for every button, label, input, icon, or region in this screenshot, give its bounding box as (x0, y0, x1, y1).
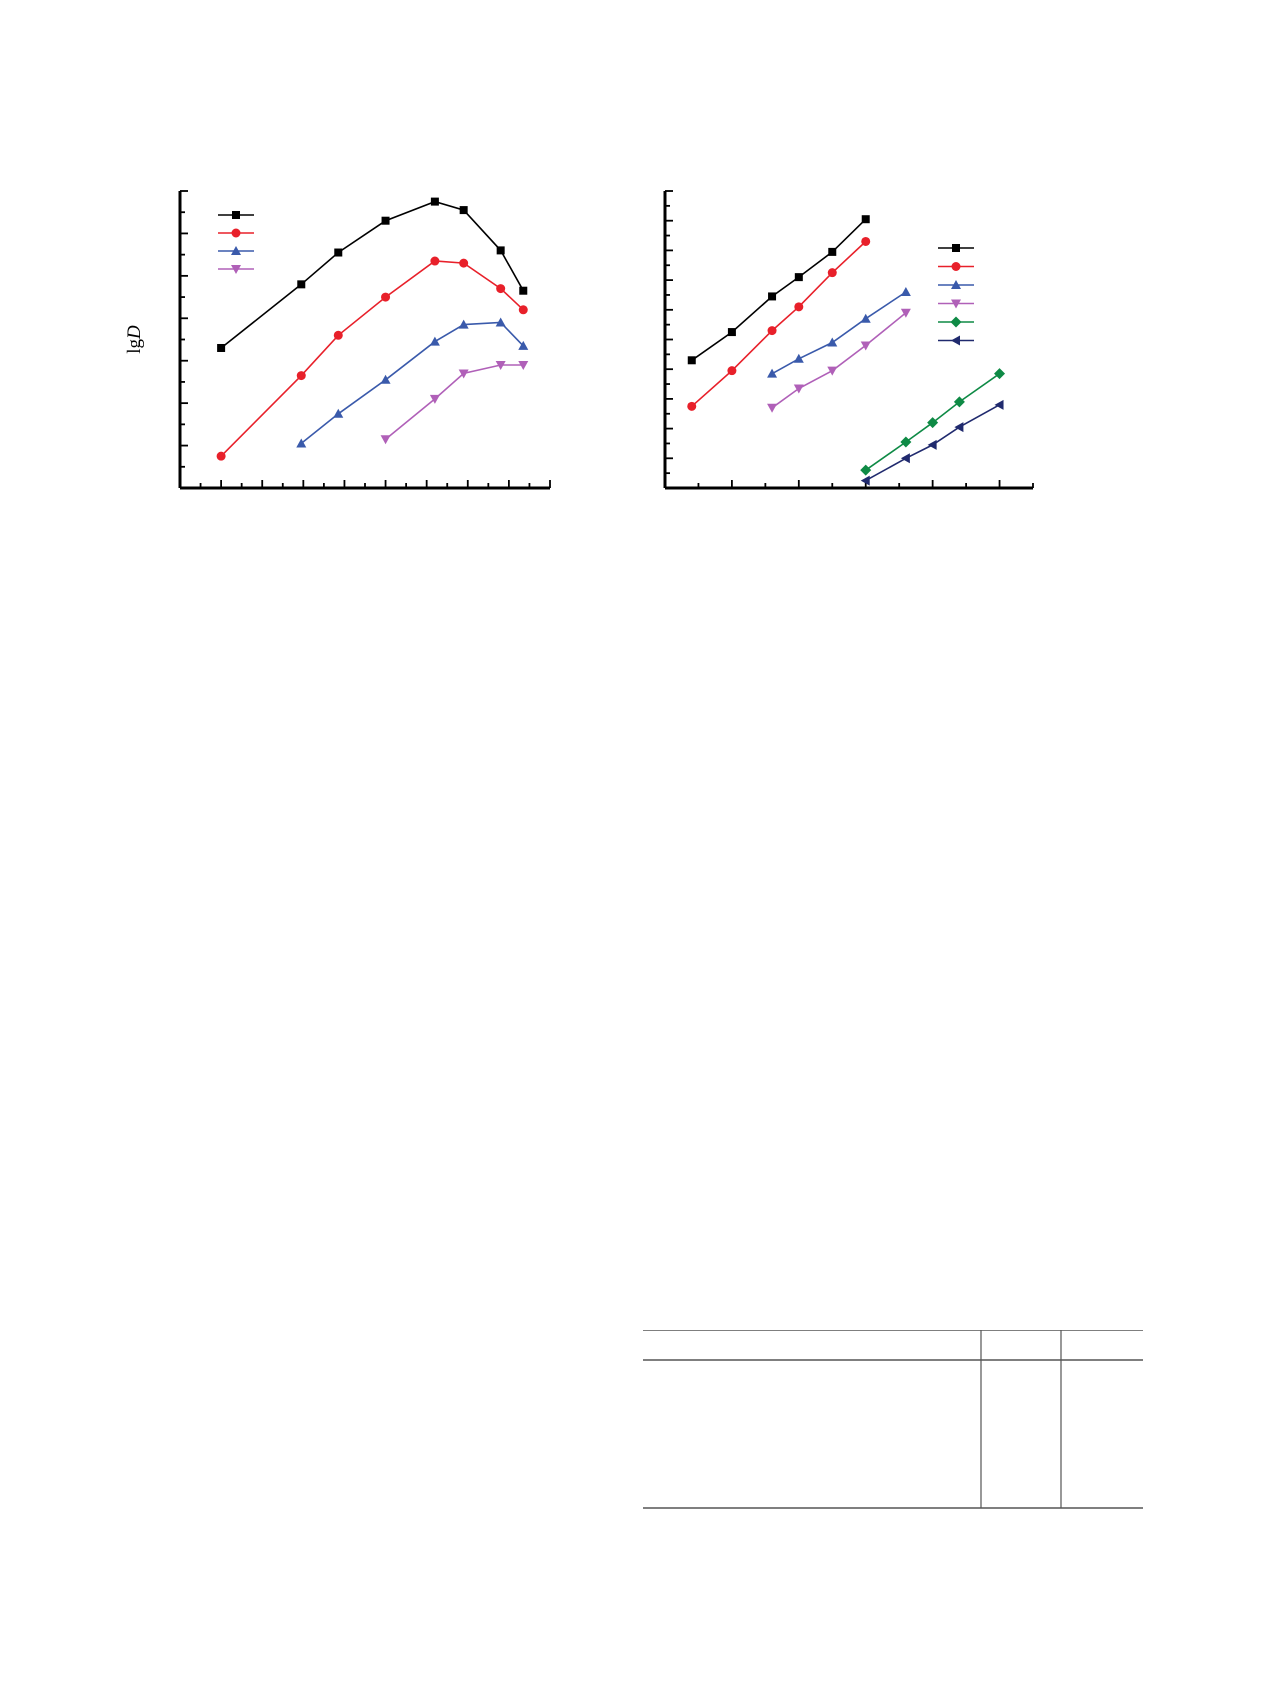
series-line (385, 364, 524, 440)
series-line (220, 200, 524, 349)
circle-marker (459, 258, 469, 268)
square-marker (430, 197, 439, 206)
triangle-left-marker (951, 335, 960, 346)
triangle-down-marker (767, 403, 778, 413)
triangle-up-marker (767, 368, 778, 378)
triangle-left-marker (927, 439, 937, 450)
triangle-up-marker (827, 337, 838, 347)
series-4 (380, 360, 529, 445)
triangle-down-marker (827, 366, 838, 376)
triangle-up-marker (495, 317, 506, 327)
square-marker (861, 215, 870, 224)
circle-marker (333, 330, 343, 340)
circle-marker (767, 326, 777, 336)
y-axis-label: lgD (124, 325, 145, 354)
series-line (300, 321, 524, 445)
square-marker (687, 356, 696, 365)
circle-marker (861, 236, 871, 246)
triangle-up-marker (333, 408, 344, 418)
circle-marker (296, 371, 306, 381)
circle-marker (231, 228, 241, 238)
series-1 (217, 197, 528, 352)
triangle-down-marker (518, 360, 529, 370)
diamond-marker (900, 436, 912, 448)
circle-marker (518, 305, 528, 315)
triangle-up-marker (951, 280, 961, 289)
series-line (220, 260, 524, 457)
series-line (691, 218, 867, 361)
triangle-down-marker (860, 341, 871, 351)
triangle-up-marker (380, 374, 391, 384)
square-marker (828, 247, 837, 256)
diamond-marker (860, 464, 872, 476)
triangle-down-marker (231, 265, 241, 274)
triangle-up-marker (860, 313, 871, 323)
series-line (771, 312, 907, 409)
series-4 (767, 308, 911, 413)
circle-marker (951, 262, 961, 271)
square-marker (496, 246, 505, 255)
triangle-down-marker (793, 384, 804, 394)
series-line (771, 291, 907, 375)
square-marker (768, 292, 777, 301)
triangle-left-marker (954, 422, 964, 433)
triangle-up-marker (296, 438, 307, 448)
empty-table (643, 1330, 1143, 1509)
square-marker (952, 244, 960, 252)
circle-marker (216, 451, 226, 461)
series-2 (216, 256, 528, 461)
square-marker (297, 280, 306, 289)
square-marker (794, 273, 803, 282)
series-2 (687, 236, 871, 411)
diamond-marker (927, 417, 939, 429)
circle-marker (687, 401, 697, 411)
circle-marker (827, 268, 837, 278)
triangle-up-marker (429, 336, 440, 346)
series-3 (296, 317, 529, 448)
square-marker (232, 211, 240, 219)
chart-left: lgD (124, 190, 551, 490)
triangle-down-marker (951, 299, 961, 309)
triangle-down-marker (495, 360, 506, 370)
diamond-marker (953, 396, 965, 408)
series-5 (860, 368, 1006, 476)
triangle-down-marker (900, 308, 911, 318)
triangle-left-marker (994, 399, 1004, 410)
triangle-down-marker (458, 369, 469, 379)
triangle-down-marker (429, 394, 440, 404)
square-marker (727, 328, 736, 337)
circle-marker (794, 302, 804, 312)
square-marker (334, 248, 343, 257)
circle-marker (381, 292, 391, 302)
diamond-marker (994, 368, 1006, 380)
series-1 (687, 215, 870, 365)
triangle-up-marker (518, 340, 529, 350)
circle-marker (727, 366, 737, 376)
triangle-down-marker (380, 435, 391, 445)
circle-marker (430, 256, 440, 266)
series-6 (860, 399, 1004, 486)
triangle-up-marker (793, 353, 804, 363)
square-marker (459, 206, 468, 215)
chart-right: lgD (663, 190, 1034, 490)
circle-marker (496, 284, 506, 294)
series-3 (767, 286, 911, 378)
square-marker (381, 216, 390, 225)
triangle-up-marker (458, 319, 469, 329)
triangle-left-marker (900, 453, 910, 464)
triangle-left-marker (860, 475, 870, 486)
triangle-up-marker (231, 246, 241, 255)
square-marker (217, 343, 226, 352)
triangle-up-marker (900, 286, 911, 296)
diamond-marker (950, 316, 962, 328)
series-line (691, 240, 867, 407)
square-marker (519, 286, 528, 295)
